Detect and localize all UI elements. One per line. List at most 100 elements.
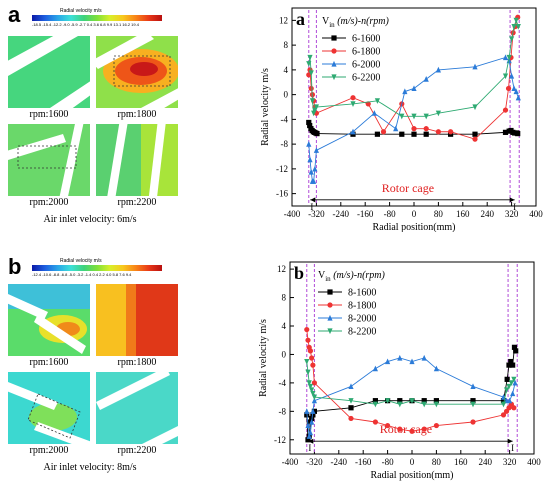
chart-a-ytick-label: -12 [276, 164, 288, 174]
panel-b-caption: Air inlet velocity: 8m/s [43, 462, 137, 473]
chart-b-point [503, 387, 510, 394]
chart-b-legend-label: 8-2200 [348, 327, 376, 338]
chart-a-point [472, 131, 478, 137]
chart-a-legend-title: Vin (m/s)-n(rpm) [322, 16, 390, 29]
chart-b-point [433, 401, 439, 408]
chart-a-series-line [308, 17, 519, 140]
chart-b-series-line [306, 361, 515, 405]
chart-b-point [372, 401, 378, 408]
chart-b-point [385, 398, 391, 404]
chart-b-xtick-label: -240 [331, 457, 348, 467]
chart-b-point [372, 365, 378, 372]
chart-a-point [505, 85, 512, 92]
chart-a-point [308, 70, 314, 77]
chart-a-panel-letter: a [296, 9, 305, 29]
chart-a-point [509, 36, 515, 43]
chart-b-point [385, 358, 391, 365]
tile-a-rpm1600-label: rpm:1600 [29, 109, 69, 120]
tile-b-rpm2200-label: rpm:2200 [117, 445, 157, 456]
chart-a-point [513, 17, 519, 24]
chart-a-point [509, 72, 515, 79]
chart-a-arrowhead-left [310, 197, 316, 203]
chart-a-point [314, 131, 320, 137]
chart-b-point [470, 383, 476, 390]
chart-b-point [304, 408, 310, 414]
chart-a-point [472, 136, 478, 142]
chart-b-point [508, 380, 515, 386]
chart-a-rotor-label: Rotor cage [382, 181, 434, 195]
chart-b-xtick-label: 400 [527, 457, 541, 467]
chart-a-point [308, 85, 314, 92]
chart-a-point [350, 128, 356, 135]
colorbar-b: Radial velocity m/s -12.4 -10.6 -8.8 -6.… [32, 258, 162, 280]
chart-a-legend-marker [331, 48, 337, 54]
chart-a-legend-label: 6-2000 [352, 60, 380, 71]
chart-a-xlabel: Radial position(mm) [372, 222, 455, 232]
chart-b-point [307, 383, 314, 390]
chart-a-point [313, 104, 319, 111]
tile-b-rpm1600 [8, 284, 90, 356]
chart-a-point [448, 129, 454, 135]
chart-a-legend-marker [331, 74, 337, 81]
chart-a-ytick-label: -8 [281, 139, 289, 149]
chart-b-ylabel: Radial velocity m/s [258, 319, 269, 397]
chart-b-point [511, 344, 518, 350]
chart-b-point [305, 337, 311, 343]
chart-b-legend-marker [327, 328, 333, 335]
chart-a-point [306, 141, 312, 147]
chart-b-ytick-label: 0 [282, 349, 287, 359]
chart-a-point [313, 147, 319, 153]
chart-a-xtick-label: -400 [284, 209, 301, 219]
chart-b-point [311, 380, 317, 386]
chart-a-xtick-label: 160 [456, 209, 470, 219]
chart-b-xtick-label: 160 [454, 457, 468, 467]
chart-b-series-8-1800 [304, 326, 517, 434]
chart-a-legend-label: 6-1800 [352, 47, 380, 58]
chart-a-series-line [308, 18, 519, 117]
chart-a-point [502, 107, 509, 113]
chart-b-point [409, 428, 415, 434]
chart-b-xlabel: Radial position(mm) [370, 470, 453, 481]
tile-a-rpm1800 [96, 36, 178, 108]
chart-b-point [500, 401, 507, 408]
chart-a-point [423, 76, 429, 82]
chart-a-point [399, 113, 405, 120]
chart-a-point [307, 54, 313, 61]
chart-a-point [307, 156, 313, 163]
chart-b-point [309, 387, 315, 394]
chart-b-point [421, 401, 427, 408]
chart-b-xtick-label: -320 [306, 457, 323, 467]
chart-b-point [500, 398, 507, 404]
chart-a-point [350, 101, 356, 108]
chart-a-point [411, 85, 417, 92]
chart-a-point [399, 131, 405, 137]
chart-b-point [433, 422, 439, 429]
tile-a-rpm1800-label: rpm:1800 [117, 109, 157, 120]
chart-a-legend-label: 6-2200 [352, 73, 380, 84]
chart-a-point [371, 110, 377, 116]
chart-b-point [510, 362, 516, 368]
panel-a-caption: Air inlet velocity: 6m/s [43, 214, 137, 225]
chart-b-point [500, 412, 507, 418]
tile-a-rpm2000 [8, 124, 90, 196]
chart-b-point [348, 398, 354, 404]
chart-a-point [311, 178, 317, 184]
chart-a-point [374, 98, 380, 104]
chart-b-point [307, 348, 314, 354]
chart-b-arrowhead-left [308, 438, 314, 444]
chart-a-xtick-label: -80 [384, 209, 396, 219]
chart-b-point [305, 369, 311, 376]
chart-b-region-label-left: I [308, 443, 311, 453]
chart-a-arrowhead-right [509, 197, 515, 203]
chart-b-series-8-2200 [304, 358, 517, 408]
colorbar-b-gradient [32, 265, 162, 271]
chart-b-point [470, 398, 476, 404]
chart-a-point [411, 113, 417, 120]
chart-b-point [310, 362, 316, 368]
chart-b-point [507, 397, 513, 404]
chart-a-xtick-label: 240 [480, 209, 494, 219]
chart-a-point [350, 95, 356, 101]
chart-b-point [421, 426, 427, 432]
chart-b-legend-label: 8-1600 [348, 288, 376, 299]
chart-b-point [310, 408, 316, 414]
